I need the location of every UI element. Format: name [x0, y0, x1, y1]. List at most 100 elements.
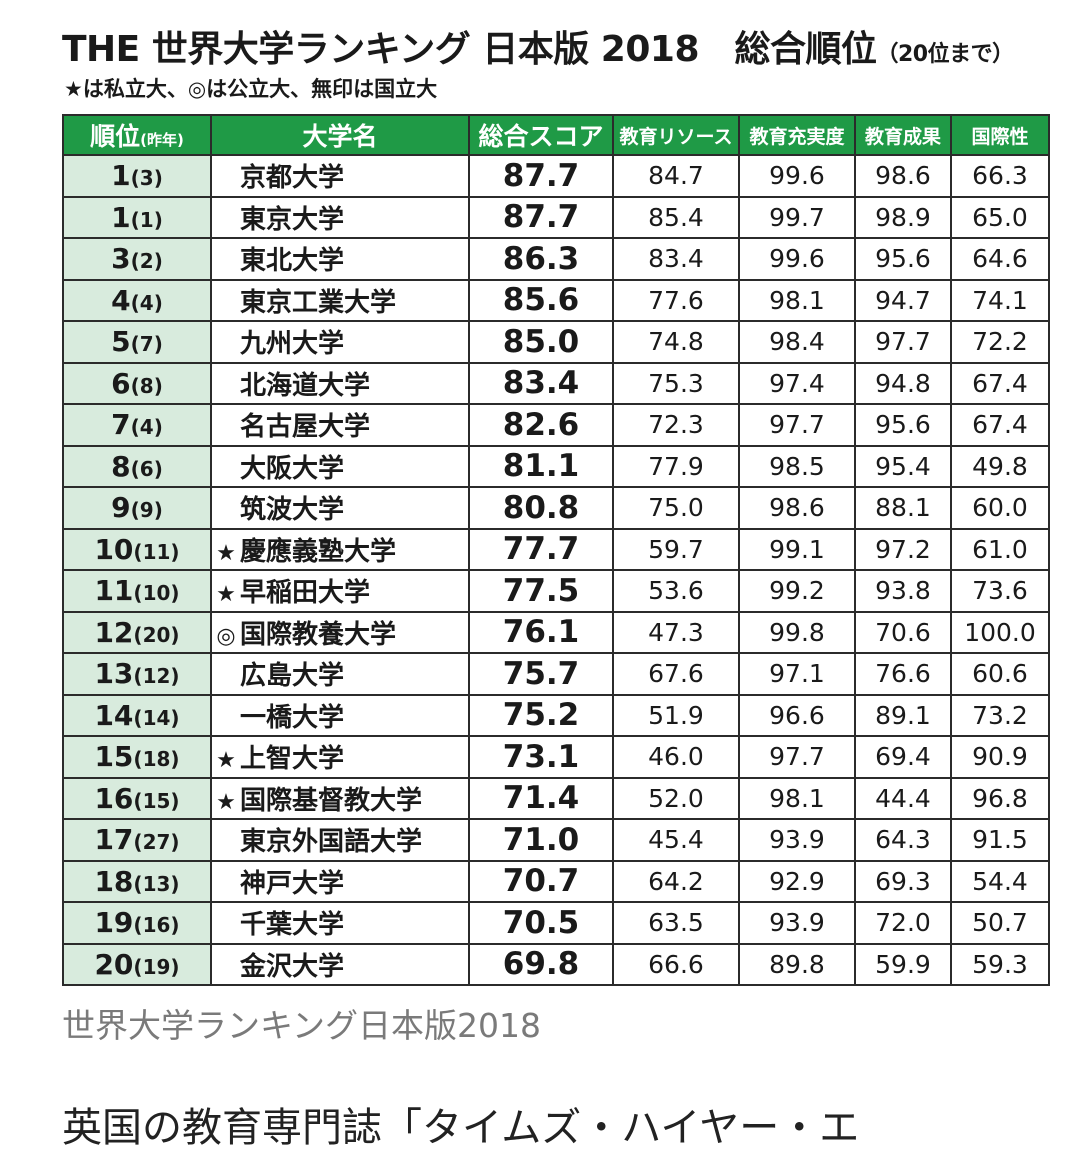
- engagement-cell: 98.1: [738, 776, 856, 820]
- rank-value: 11: [94, 574, 134, 608]
- resources-cell: 51.9: [612, 693, 740, 737]
- engagement-cell: 97.7: [738, 735, 856, 779]
- total-score-cell: 87.7: [468, 154, 614, 198]
- outcomes-cell: 97.7: [854, 320, 952, 364]
- rank-cell: 18(13): [62, 859, 212, 903]
- university-name: 大阪大学: [240, 453, 345, 484]
- rank-cell: 4(4): [62, 278, 212, 322]
- university-cell: 名古屋大学: [210, 403, 470, 447]
- university-cell: 神戸大学: [210, 859, 470, 903]
- engagement-cell: 93.9: [738, 818, 856, 862]
- rank-cell: 8(6): [62, 444, 212, 488]
- university-cell: ★ 慶應義塾大学: [210, 527, 470, 571]
- international-cell: 100.0: [950, 610, 1050, 654]
- total-score-cell: 81.1: [468, 444, 614, 488]
- university-name: 上智大学: [240, 744, 345, 775]
- rank-cell: 15(18): [62, 735, 212, 779]
- rank-cell: 3(2): [62, 237, 212, 281]
- table-row: 6(8) 北海道大学 83.4 75.3 97.4 94.8 67.4: [62, 361, 1050, 405]
- university-name: 慶應義塾大学: [240, 536, 397, 567]
- resources-cell: 47.3: [612, 610, 740, 654]
- outcomes-cell: 88.1: [854, 486, 952, 530]
- table-row: 20(19) 金沢大学 69.8 66.6 89.8 59.9 59.3: [62, 942, 1050, 986]
- outcomes-cell: 93.8: [854, 569, 952, 613]
- article-body-text: 英国の教育専門誌「タイムズ・ハイヤー・エ: [62, 1105, 860, 1151]
- outcomes-cell: 72.0: [854, 901, 952, 945]
- rank-cell: 1(3): [62, 154, 212, 198]
- resources-cell: 46.0: [612, 735, 740, 779]
- outcomes-cell: 98.6: [854, 154, 952, 198]
- university-name: 東京大学: [240, 204, 345, 235]
- table-row: 18(13) 神戸大学 70.7 64.2 92.9 69.3 54.4: [62, 859, 1050, 903]
- table-row: 13(12) 広島大学 75.7 67.6 97.1 76.6 60.6: [62, 652, 1050, 696]
- rank-value: 10: [94, 532, 134, 566]
- university-cell: 筑波大学: [210, 486, 470, 530]
- engagement-cell: 98.6: [738, 486, 856, 530]
- prev-rank-value: (6): [130, 456, 163, 481]
- university-name: 広島大学: [240, 661, 345, 692]
- resources-cell: 67.6: [612, 652, 740, 696]
- resources-cell: 83.4: [612, 237, 740, 281]
- total-score-cell: 71.0: [468, 818, 614, 862]
- resources-cell: 45.4: [612, 818, 740, 862]
- outcomes-cell: 64.3: [854, 818, 952, 862]
- rank-value: 14: [94, 698, 134, 732]
- rank-value: 12: [94, 615, 134, 649]
- prev-rank-value: (7): [130, 332, 163, 357]
- table-row: 11(10) ★ 早稲田大学 77.5 53.6 99.2 93.8 73.6: [62, 569, 1050, 613]
- title-note: （20位まで）: [876, 42, 1015, 67]
- resources-cell: 59.7: [612, 527, 740, 571]
- outcomes-cell: 97.2: [854, 527, 952, 571]
- total-score-cell: 77.7: [468, 527, 614, 571]
- international-cell: 49.8: [950, 444, 1050, 488]
- international-cell: 74.1: [950, 278, 1050, 322]
- rank-value: 18: [94, 864, 134, 898]
- university-cell: 九州大学: [210, 320, 470, 364]
- resources-cell: 64.2: [612, 859, 740, 903]
- rank-value: 16: [94, 781, 134, 815]
- type-mark: ★: [216, 540, 236, 566]
- university-name: 筑波大学: [240, 495, 345, 526]
- type-mark: ★: [216, 748, 236, 774]
- resources-cell: 74.8: [612, 320, 740, 364]
- international-cell: 60.0: [950, 486, 1050, 530]
- rank-value: 8: [111, 449, 131, 483]
- total-score-cell: 85.6: [468, 278, 614, 322]
- outcomes-cell: 59.9: [854, 942, 952, 986]
- prev-rank-value: (4): [130, 290, 163, 315]
- total-score-cell: 75.2: [468, 693, 614, 737]
- type-mark: ★: [216, 582, 236, 608]
- rank-cell: 9(9): [62, 486, 212, 530]
- rank-value: 4: [111, 283, 131, 317]
- international-cell: 90.9: [950, 735, 1050, 779]
- prev-rank-value: (3): [130, 166, 163, 191]
- engagement-cell: 98.1: [738, 278, 856, 322]
- rank-value: 1: [111, 200, 131, 234]
- outcomes-cell: 95.4: [854, 444, 952, 488]
- rank-value: 19: [94, 906, 134, 940]
- university-name: 北海道大学: [240, 370, 371, 401]
- outcomes-cell: 95.6: [854, 237, 952, 281]
- header-rank: 順位(昨年): [62, 114, 212, 156]
- outcomes-cell: 69.3: [854, 859, 952, 903]
- university-name: 東京工業大学: [240, 287, 397, 318]
- engagement-cell: 99.6: [738, 154, 856, 198]
- prev-rank-value: (8): [130, 373, 163, 398]
- table-row: 1(1) 東京大学 87.7 85.4 99.7 98.9 65.0: [62, 195, 1050, 239]
- prev-rank-value: (9): [130, 498, 163, 523]
- prev-rank-value: (20): [133, 622, 180, 647]
- university-cell: 千葉大学: [210, 901, 470, 945]
- international-cell: 73.2: [950, 693, 1050, 737]
- university-name: 国際教養大学: [240, 619, 397, 650]
- university-name: 名古屋大学: [240, 412, 371, 443]
- university-name: 一橋大学: [240, 702, 345, 733]
- international-cell: 50.7: [950, 901, 1050, 945]
- international-cell: 60.6: [950, 652, 1050, 696]
- international-cell: 64.6: [950, 237, 1050, 281]
- image-caption: 世界大学ランキング日本版2018: [62, 1006, 541, 1045]
- header-engagement: 教育充実度: [738, 114, 856, 156]
- resources-cell: 72.3: [612, 403, 740, 447]
- total-score-cell: 87.7: [468, 195, 614, 239]
- rank-value: 6: [111, 366, 131, 400]
- resources-cell: 75.3: [612, 361, 740, 405]
